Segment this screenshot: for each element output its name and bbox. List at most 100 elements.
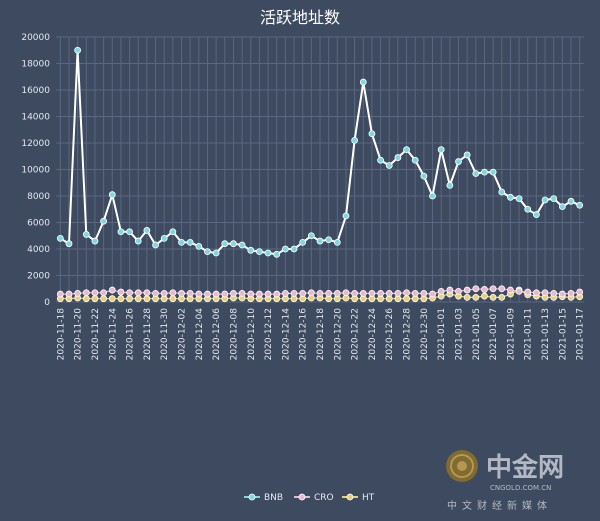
data-point-cro[interactable] bbox=[178, 289, 185, 297]
data-point-cro[interactable] bbox=[169, 289, 177, 297]
data-point-cro[interactable] bbox=[230, 289, 237, 297]
data-point-cro[interactable] bbox=[576, 288, 584, 296]
data-point-bnb[interactable] bbox=[507, 193, 514, 201]
data-point-cro[interactable] bbox=[567, 289, 575, 297]
data-point-bnb[interactable] bbox=[498, 188, 506, 196]
data-point-bnb[interactable] bbox=[455, 158, 462, 165]
data-point-bnb[interactable] bbox=[446, 181, 454, 189]
data-point-bnb[interactable] bbox=[230, 240, 237, 248]
data-point-bnb[interactable] bbox=[333, 238, 341, 246]
data-point-bnb[interactable] bbox=[576, 201, 584, 209]
data-point-cro[interactable] bbox=[429, 290, 436, 298]
legend-item-ht[interactable]: HT bbox=[342, 493, 375, 503]
data-point-ht[interactable] bbox=[463, 293, 471, 301]
data-point-cro[interactable] bbox=[351, 289, 359, 297]
data-point-bnb[interactable] bbox=[524, 205, 532, 213]
data-point-bnb[interactable] bbox=[377, 156, 384, 164]
data-point-bnb[interactable] bbox=[394, 154, 402, 161]
data-point-bnb[interactable] bbox=[126, 228, 133, 236]
legend-item-bnb[interactable]: BNB bbox=[244, 493, 283, 503]
data-point-bnb[interactable] bbox=[481, 168, 488, 176]
data-point-bnb[interactable] bbox=[429, 192, 436, 200]
data-point-bnb[interactable] bbox=[325, 236, 333, 244]
data-point-cro[interactable] bbox=[472, 285, 480, 293]
data-point-bnb[interactable] bbox=[411, 156, 419, 164]
data-point-cro[interactable] bbox=[403, 289, 410, 297]
data-point-cro[interactable] bbox=[290, 289, 298, 297]
data-point-cro[interactable] bbox=[446, 286, 454, 294]
data-point-cro[interactable] bbox=[377, 289, 384, 297]
data-point-cro[interactable] bbox=[91, 289, 99, 297]
data-point-cro[interactable] bbox=[56, 290, 64, 298]
data-point-cro[interactable] bbox=[507, 286, 514, 294]
data-point-bnb[interactable] bbox=[143, 227, 151, 234]
data-point-cro[interactable] bbox=[558, 290, 566, 298]
data-point-bnb[interactable] bbox=[178, 238, 185, 246]
data-point-ht[interactable] bbox=[108, 295, 116, 303]
data-point-cro[interactable] bbox=[316, 289, 324, 297]
data-point-bnb[interactable] bbox=[567, 197, 575, 205]
data-point-bnb[interactable] bbox=[74, 46, 82, 54]
data-point-bnb[interactable] bbox=[186, 238, 194, 246]
data-point-bnb[interactable] bbox=[117, 228, 125, 236]
data-point-bnb[interactable] bbox=[558, 203, 566, 211]
data-point-cro[interactable] bbox=[195, 290, 203, 298]
data-point-bnb[interactable] bbox=[238, 241, 246, 249]
data-point-bnb[interactable] bbox=[437, 146, 445, 154]
data-point-cro[interactable] bbox=[541, 289, 549, 297]
data-point-bnb[interactable] bbox=[550, 195, 558, 203]
data-point-cro[interactable] bbox=[359, 289, 367, 297]
data-point-bnb[interactable] bbox=[541, 196, 549, 204]
data-point-bnb[interactable] bbox=[273, 250, 281, 258]
data-point-ht[interactable] bbox=[82, 295, 90, 303]
data-point-bnb[interactable] bbox=[169, 228, 177, 236]
data-point-bnb[interactable] bbox=[342, 212, 350, 220]
data-point-cro[interactable] bbox=[143, 289, 151, 297]
data-point-cro[interactable] bbox=[74, 289, 82, 297]
data-point-bnb[interactable] bbox=[515, 195, 523, 203]
data-point-cro[interactable] bbox=[126, 289, 133, 297]
data-point-cro[interactable] bbox=[186, 289, 194, 297]
data-point-bnb[interactable] bbox=[281, 245, 289, 253]
data-point-cro[interactable] bbox=[325, 289, 333, 297]
data-point-bnb[interactable] bbox=[134, 237, 142, 245]
data-point-cro[interactable] bbox=[463, 286, 471, 294]
data-point-ht[interactable] bbox=[403, 295, 410, 303]
data-point-bnb[interactable] bbox=[351, 136, 359, 144]
data-point-bnb[interactable] bbox=[65, 240, 73, 248]
data-point-ht[interactable] bbox=[91, 295, 99, 303]
data-point-bnb[interactable] bbox=[212, 249, 220, 257]
data-point-bnb[interactable] bbox=[256, 248, 263, 256]
data-point-cro[interactable] bbox=[498, 285, 506, 293]
data-point-bnb[interactable] bbox=[359, 78, 367, 86]
data-point-cro[interactable] bbox=[134, 289, 142, 297]
data-point-bnb[interactable] bbox=[160, 234, 168, 242]
data-point-cro[interactable] bbox=[550, 289, 558, 297]
data-point-cro[interactable] bbox=[437, 287, 445, 295]
data-point-bnb[interactable] bbox=[195, 242, 203, 250]
data-point-ht[interactable] bbox=[472, 293, 480, 301]
data-point-cro[interactable] bbox=[307, 289, 315, 297]
data-point-ht[interactable] bbox=[117, 295, 125, 303]
data-point-cro[interactable] bbox=[160, 289, 168, 297]
data-point-cro[interactable] bbox=[342, 289, 350, 297]
data-point-bnb[interactable] bbox=[290, 245, 298, 253]
data-point-cro[interactable] bbox=[524, 288, 532, 296]
data-point-cro[interactable] bbox=[256, 290, 263, 298]
data-point-bnb[interactable] bbox=[247, 246, 255, 254]
data-point-ht[interactable] bbox=[481, 292, 488, 300]
data-point-cro[interactable] bbox=[247, 290, 255, 298]
data-point-cro[interactable] bbox=[264, 290, 272, 298]
data-point-bnb[interactable] bbox=[316, 237, 324, 245]
data-point-bnb[interactable] bbox=[403, 146, 410, 154]
data-point-ht[interactable] bbox=[169, 295, 177, 303]
data-point-cro[interactable] bbox=[82, 289, 90, 297]
data-point-cro[interactable] bbox=[420, 289, 428, 297]
data-point-ht[interactable] bbox=[134, 295, 142, 303]
data-point-bnb[interactable] bbox=[221, 240, 229, 248]
data-point-bnb[interactable] bbox=[368, 130, 376, 138]
data-point-cro[interactable] bbox=[489, 285, 497, 293]
data-point-cro[interactable] bbox=[299, 289, 307, 297]
data-point-cro[interactable] bbox=[385, 289, 393, 297]
data-point-bnb[interactable] bbox=[299, 238, 307, 246]
